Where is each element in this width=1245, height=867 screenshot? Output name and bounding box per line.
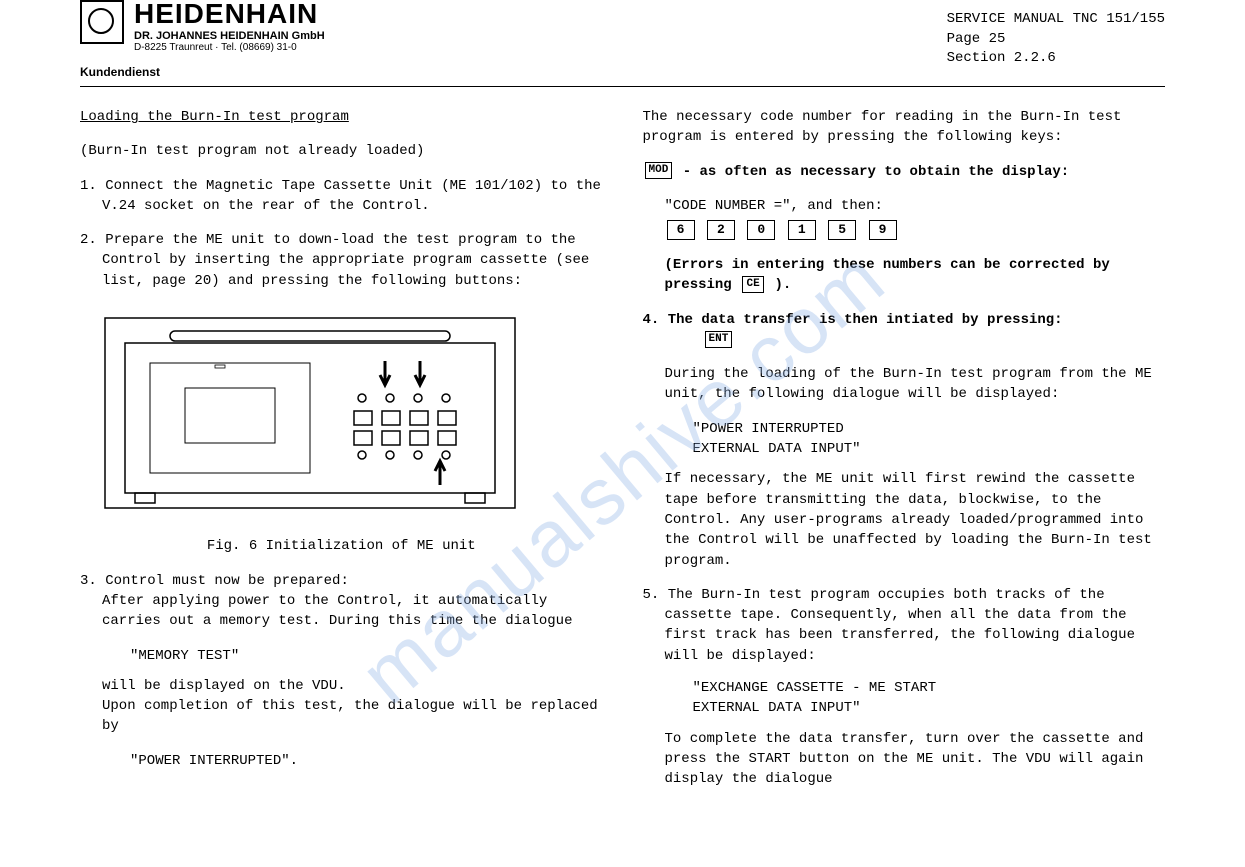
mod-line: MOD - as often as necessary to obtain th… — [643, 162, 1166, 182]
left-column: Loading the Burn-In test program (Burn-I… — [80, 107, 603, 804]
quote-exchange-a: "EXCHANGE CASSETTE - ME START — [643, 678, 1166, 698]
intro-text: The necessary code number for reading in… — [643, 107, 1166, 148]
quote-exchange-b: EXTERNAL DATA INPUT" — [643, 698, 1166, 718]
step-2-num: 2. — [80, 232, 97, 248]
header-left-block: HEIDENHAIN DR. JOHANNES HEIDENHAIN GmbH … — [80, 0, 325, 79]
step-3-head: 3. Control must now be prepared: — [80, 571, 603, 591]
manual-title: SERVICE MANUAL TNC 151/155 — [947, 10, 1165, 30]
key-0: 0 — [747, 220, 775, 240]
step-2-text: Prepare the ME unit to down-load the tes… — [102, 232, 589, 289]
subtitle: (Burn-In test program not already loaded… — [80, 141, 603, 161]
company-subname: DR. JOHANNES HEIDENHAIN GmbH — [134, 30, 325, 42]
mod-key: MOD — [645, 162, 673, 179]
mod-text: - as often as necessary to obtain the di… — [683, 164, 1069, 180]
ent-key-row: ENT — [643, 330, 1166, 350]
header-left: HEIDENHAIN DR. JOHANNES HEIDENHAIN GmbH … — [80, 0, 325, 79]
me-unit-figure — [100, 313, 520, 513]
header-rule — [80, 86, 1165, 87]
header-right: SERVICE MANUAL TNC 151/155 Page 25 Secti… — [947, 0, 1165, 69]
page-header: HEIDENHAIN DR. JOHANNES HEIDENHAIN GmbH … — [80, 0, 1165, 80]
errors-text-b: ). — [766, 277, 791, 293]
step-5b-text: To complete the data transfer, turn over… — [643, 729, 1166, 790]
key-1: 1 — [788, 220, 816, 240]
step-1: 1. Connect the Magnetic Tape Cassette Un… — [80, 176, 603, 217]
figure-caption: Fig. 6 Initialization of ME unit — [80, 536, 603, 556]
step-4-num: 4. — [643, 312, 660, 328]
section-title: Loading the Burn-In test program — [80, 107, 603, 127]
page-content: HEIDENHAIN DR. JOHANNES HEIDENHAIN GmbH … — [0, 0, 1245, 824]
key-2: 2 — [707, 220, 735, 240]
quote-power-interrupted: "POWER INTERRUPTED". — [80, 751, 603, 771]
key-9: 9 — [869, 220, 897, 240]
step-5-num: 5. — [643, 587, 660, 603]
errors-line: (Errors in entering these numbers can be… — [643, 255, 1166, 296]
errors-text-a: (Errors in entering these numbers can be… — [665, 257, 1110, 293]
loading-a: During the loading of the Burn-In test p… — [643, 364, 1166, 405]
step-5a-text: The Burn-In test program occupies both t… — [665, 587, 1135, 664]
ce-key: CE — [742, 276, 764, 293]
page-label: Page 25 — [947, 30, 1165, 50]
step-4-text: The data transfer is then intiated by pr… — [668, 312, 1063, 328]
step-3a-text: Control must now be prepared: — [105, 573, 349, 589]
section-label: Section 2.2.6 — [947, 49, 1165, 69]
ent-key: ENT — [705, 331, 733, 348]
quote-memory-test: "MEMORY TEST" — [80, 646, 603, 666]
company-name: HEIDENHAIN — [134, 0, 325, 28]
loading-b: If necessary, the ME unit will first rew… — [643, 469, 1166, 570]
step-3-num: 3. — [80, 573, 97, 589]
quote-power-ext-b: EXTERNAL DATA INPUT" — [643, 439, 1166, 459]
code-keys: 6 2 0 1 5 9 — [643, 220, 1166, 241]
key-5: 5 — [828, 220, 856, 240]
step-3b-text: After applying power to the Control, it … — [80, 591, 603, 632]
step-3d-text: Upon completion of this test, the dialog… — [80, 696, 603, 737]
company-block: HEIDENHAIN DR. JOHANNES HEIDENHAIN GmbH … — [134, 0, 325, 53]
company-address: D-8225 Traunreut · Tel. (08669) 31-0 — [134, 42, 325, 53]
step-5: 5. The Burn-In test program occupies bot… — [643, 585, 1166, 666]
right-column: The necessary code number for reading in… — [643, 107, 1166, 804]
step-2: 2. Prepare the ME unit to down-load the … — [80, 230, 603, 291]
company-logo — [80, 0, 124, 44]
code-label: "CODE NUMBER =", and then: — [643, 196, 1166, 216]
step-1-text: Connect the Magnetic Tape Cassette Unit … — [102, 178, 601, 214]
kundendienst-label: Kundendienst — [80, 65, 325, 79]
key-6: 6 — [667, 220, 695, 240]
step-4: 4. The data transfer is then intiated by… — [643, 310, 1166, 330]
quote-power-ext-a: "POWER INTERRUPTED — [643, 419, 1166, 439]
step-3c-text: will be displayed on the VDU. — [80, 676, 603, 696]
step-1-num: 1. — [80, 178, 97, 194]
content-columns: Loading the Burn-In test program (Burn-I… — [80, 107, 1165, 804]
